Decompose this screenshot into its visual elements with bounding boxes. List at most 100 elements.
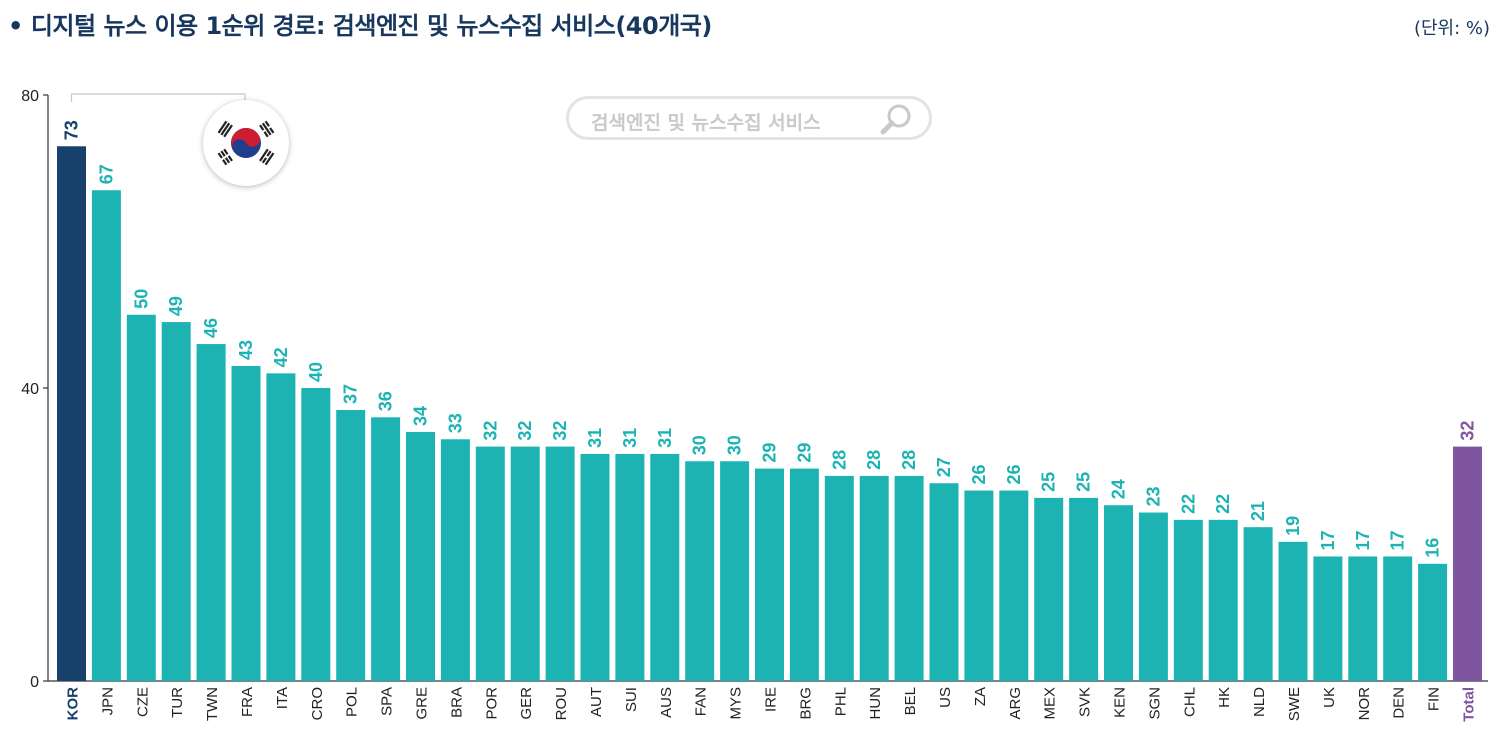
bar [1418, 563, 1448, 681]
y-tick-label: 0 [30, 674, 39, 691]
x-tick-label: IRE [763, 687, 780, 712]
data-label: 32 [550, 421, 570, 441]
search-engine-badge: 검색엔진 및 뉴스수집 서비스 [566, 96, 932, 140]
bar [789, 468, 819, 681]
data-label: 33 [445, 413, 465, 433]
title-bullet: • [8, 12, 23, 40]
data-label: 25 [1039, 472, 1059, 492]
x-tick-label: JPN [99, 687, 116, 715]
bar [999, 490, 1029, 681]
data-label: 25 [1074, 472, 1094, 492]
x-tick-label: BRA [448, 687, 465, 718]
bar [1383, 556, 1413, 681]
bar [57, 146, 86, 681]
data-label: 67 [96, 164, 116, 184]
x-tick-label: NLD [1251, 687, 1268, 717]
data-label: 23 [1143, 486, 1163, 506]
data-label: 31 [620, 428, 640, 448]
x-tick-label: PHL [832, 687, 849, 716]
data-label: 40 [306, 362, 326, 382]
x-tick-label: CHL [1181, 687, 1198, 717]
data-label: 29 [794, 443, 814, 463]
data-label: 32 [1458, 421, 1478, 441]
data-label: 30 [690, 435, 710, 455]
x-tick-label: SGN [1146, 687, 1163, 720]
x-tick-label: SWE [1286, 687, 1303, 721]
bar [1348, 556, 1378, 681]
x-tick-label: GRE [414, 687, 431, 720]
x-tick-label: TUR [169, 687, 186, 718]
bar [196, 344, 226, 681]
x-tick-label: FRA [239, 687, 256, 717]
data-label: 43 [236, 340, 256, 360]
data-label: 21 [1248, 501, 1268, 521]
x-tick-label: MEX [1042, 687, 1059, 720]
x-tick-label: GER [518, 687, 535, 720]
data-label: 28 [899, 450, 919, 470]
data-label: 31 [655, 428, 675, 448]
data-label: 42 [271, 347, 291, 367]
data-label: 50 [131, 289, 151, 309]
magnifier-icon [880, 104, 911, 135]
data-label: 28 [829, 450, 849, 470]
bar [301, 388, 331, 681]
data-label: 37 [341, 384, 361, 404]
data-label: 17 [1388, 530, 1408, 550]
bar [91, 190, 121, 681]
x-tick-label: KOR [65, 687, 82, 721]
x-tick-label: ZA [972, 687, 989, 706]
x-tick-label: ITA [274, 687, 291, 709]
x-tick-label: MYS [728, 687, 745, 720]
data-label: 17 [1353, 530, 1373, 550]
data-label: 26 [1004, 465, 1024, 485]
x-tick-label: Total [1461, 687, 1478, 722]
data-label: 34 [411, 406, 431, 426]
data-label: 22 [1213, 494, 1233, 514]
bar [859, 475, 889, 681]
data-label: 30 [725, 435, 745, 455]
bar [824, 475, 854, 681]
bar [440, 439, 470, 681]
bar [1104, 505, 1133, 681]
data-label: 27 [934, 457, 954, 477]
x-tick-label: BRG [797, 687, 814, 720]
bar [1313, 556, 1343, 681]
chart-title: • 디지털 뉴스 이용 1순위 경로: 검색엔진 및 뉴스수집 서비스(40개국) [8, 6, 712, 41]
data-label: 22 [1178, 494, 1198, 514]
data-label: 32 [515, 421, 535, 441]
bar [336, 409, 366, 681]
bar [580, 453, 610, 681]
bar [1453, 446, 1482, 681]
bar [720, 461, 750, 681]
callout-bracket [70, 93, 246, 102]
x-tick-label: POL [344, 687, 361, 717]
bar [406, 431, 435, 681]
x-tick-label: CZE [134, 687, 151, 717]
bar [685, 461, 715, 681]
x-tick-label: DEN [1391, 687, 1408, 719]
bar [510, 446, 540, 681]
data-label: 26 [969, 465, 989, 485]
x-tick-label: SUI [623, 687, 640, 712]
y-tick-label: 80 [21, 88, 39, 105]
x-tick-label: HK [1216, 687, 1233, 708]
data-label: 19 [1283, 516, 1303, 536]
data-label: 16 [1423, 538, 1443, 558]
x-tick-label: FAN [693, 687, 710, 716]
bar [615, 453, 645, 681]
bar [126, 314, 156, 681]
bar [755, 468, 784, 681]
data-label: 24 [1109, 479, 1129, 499]
bar [964, 490, 994, 681]
bar [266, 373, 296, 681]
bar [1173, 519, 1203, 681]
bar [545, 446, 575, 681]
x-tick-label: ARG [1007, 687, 1024, 720]
x-tick-label: SPA [379, 687, 396, 716]
x-tick-label: POR [483, 687, 500, 720]
data-label: 36 [376, 391, 396, 411]
korea-flag-badge [203, 100, 289, 186]
x-tick-label: ROU [553, 687, 570, 720]
bar [371, 417, 401, 681]
